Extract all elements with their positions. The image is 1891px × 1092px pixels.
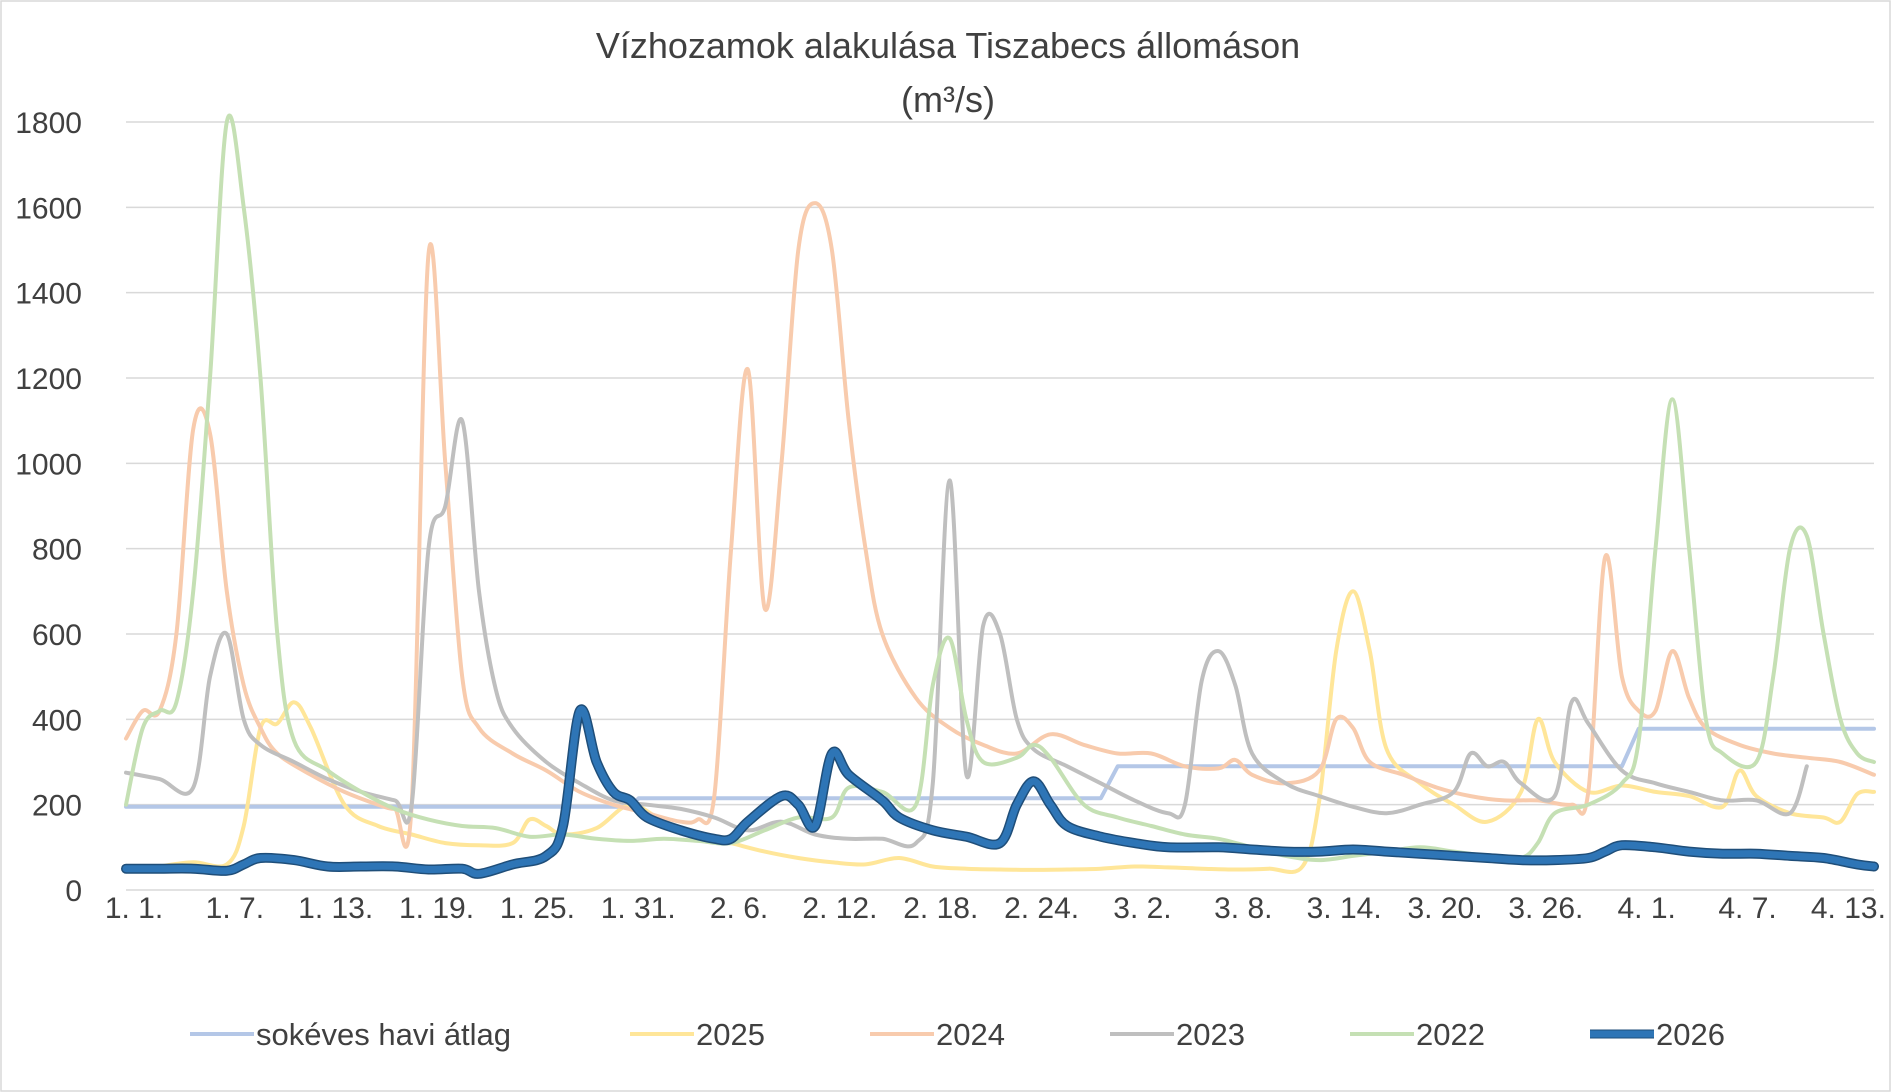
x-tick-label: 1. 31. <box>601 892 676 925</box>
legend: sokéves havi átlag 2025 2024 2023 2022 2026 <box>190 1017 1725 1052</box>
legend-label-2023: 2023 <box>1176 1017 1245 1052</box>
chart-subtitle: (m³/s) <box>901 79 995 120</box>
series-line-2023 <box>124 416 1809 849</box>
y-tick-label: 1000 <box>15 448 82 481</box>
y-tick-label: 1400 <box>15 278 82 311</box>
x-tick-label: 1. 13. <box>298 892 373 925</box>
series-lines <box>121 113 1879 879</box>
x-tick-label: 1. 1. <box>105 892 163 925</box>
x-tick-label: 3. 8. <box>1214 892 1272 925</box>
y-tick-label: 1800 <box>15 107 82 140</box>
y-tick-label: 800 <box>32 534 82 567</box>
legend-label-2026: 2026 <box>1656 1017 1725 1052</box>
x-tick-label: 1. 19. <box>399 892 474 925</box>
x-tick-label: 3. 2. <box>1113 892 1171 925</box>
chart-title: Vízhozamok alakulása Tiszabecs állomáson <box>596 25 1300 66</box>
x-tick-label: 3. 20. <box>1407 892 1482 925</box>
series-line-2026 <box>122 705 1878 878</box>
y-tick-label: 400 <box>32 704 82 737</box>
x-axis-ticks: 1. 1. 1. 7. 1. 13. 1. 19. 1. 25. 1. 31. 2. 6. 2… <box>105 892 1886 925</box>
x-tick-label: 3. 26. <box>1508 892 1583 925</box>
x-tick-label: 4. 13. <box>1811 892 1886 925</box>
legend-label-2022: 2022 <box>1416 1017 1485 1052</box>
series-line-2025 <box>157 589 1876 875</box>
series-line-sokeves-havi-atlag <box>124 726 1876 809</box>
legend-label-2025: 2025 <box>696 1017 765 1052</box>
x-tick-label: 4. 1. <box>1618 892 1676 925</box>
legend-label-2024: 2024 <box>936 1017 1005 1052</box>
x-tick-label: 2. 12. <box>802 892 877 925</box>
y-tick-label: 600 <box>32 619 82 652</box>
x-tick-label: 1. 25. <box>500 892 575 925</box>
x-tick-label: 2. 18. <box>903 892 978 925</box>
x-tick-label: 2. 24. <box>1004 892 1079 925</box>
series-line-2022 <box>124 113 1876 863</box>
y-tick-label: 1600 <box>15 192 82 225</box>
series-line-2024 <box>124 201 1876 849</box>
y-tick-label: 200 <box>32 790 82 823</box>
y-tick-label: 1200 <box>15 363 82 396</box>
x-tick-label: 2. 6. <box>710 892 768 925</box>
x-tick-label: 3. 14. <box>1307 892 1382 925</box>
x-tick-label: 4. 7. <box>1718 892 1776 925</box>
y-axis-ticks: 0 200 400 600 800 1000 1200 1400 1600 1800 <box>15 107 82 908</box>
gridlines <box>126 121 1874 891</box>
legend-label-sokeves-havi-atlag: sokéves havi átlag <box>256 1017 511 1052</box>
y-tick-label: 0 <box>65 875 82 908</box>
x-tick-label: 1. 7. <box>206 892 264 925</box>
